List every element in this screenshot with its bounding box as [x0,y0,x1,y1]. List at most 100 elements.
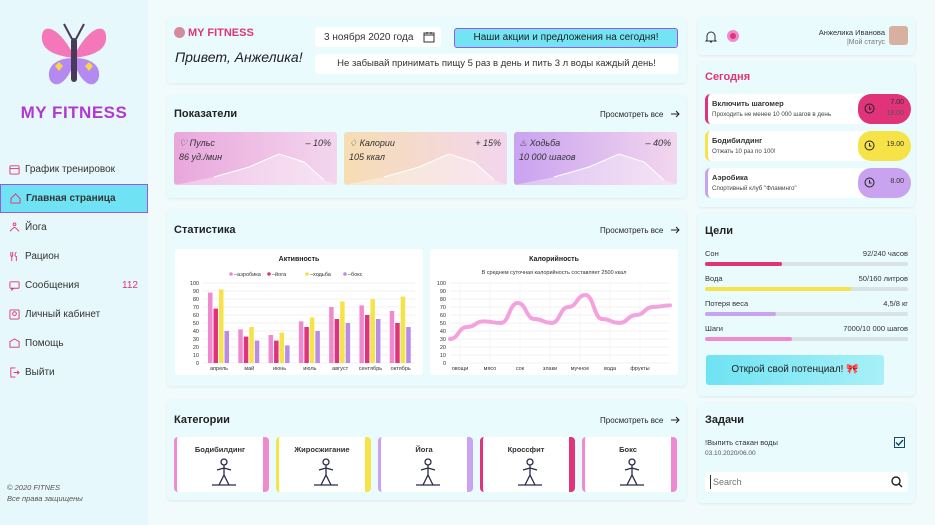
indicator-name: ♢ Калории [349,138,395,148]
date-text: 3 ноября 2020 года [324,32,414,43]
indicator-card[interactable]: ♡ Пульс 86 уд./мин – 10% [174,132,337,185]
task-time-badge: 7.00 18.00 [858,94,911,124]
goal-value: 50/160 литров [858,274,908,283]
y-tick-label: 10 [440,353,446,359]
statistics-card: Статистика Просмотреть все Активность –а… [167,210,686,386]
goal-name: Сон [705,249,719,258]
goal-progress-fill [705,312,777,316]
promo-button[interactable]: Наши акции и предложения на сегодня! [454,28,678,48]
sidebar-item-schedule[interactable]: График тренировок [0,155,148,184]
indicator-icon: ♢ [349,138,358,148]
reminder-text: Не забывай принимать пищу 5 раз в день и… [315,54,678,74]
sidebar-item-yoga[interactable]: Йога [0,213,148,242]
y-tick-label: 90 [193,289,199,295]
chart-subtitle: В среднем суточная калорийность составля… [481,270,627,276]
sidebar-item-label: Главная страница [26,193,116,204]
logout-icon [10,367,20,378]
bar [406,327,411,363]
category-card[interactable]: Жиросжигание [276,437,371,492]
task-time-badge: 19.00 [858,131,911,161]
bar [370,299,375,363]
sidebar-item-home[interactable]: Главная страница [0,184,148,213]
x-tick-label: мучное [571,366,590,372]
sidebar-item-logout[interactable]: Выйти [0,358,148,387]
y-tick-label: 0 [443,361,446,367]
bar [249,327,254,363]
header-card: MY FITNESS Привет, Анжелика! 3 ноября 20… [167,17,686,83]
x-tick-label: июль [303,366,316,372]
today-title: Сегодня [705,71,751,83]
y-tick-label: 10 [193,353,199,359]
indicator-icon: ♨ [519,138,528,148]
goal-name: Потеря веса [705,299,749,308]
x-tick-label: июнь [273,366,286,372]
indicator-card[interactable]: ♨ Ходьба 10 000 шагов – 40% [514,132,677,185]
search-icon[interactable] [891,476,903,488]
y-tick-label: 40 [440,329,446,335]
categories-view-all[interactable]: Просмотреть все [600,416,664,425]
sidebar-item-account[interactable]: Личный кабинет [0,300,148,329]
indicator-card[interactable]: ♢ Калории 105 ккал + 15% [344,132,507,185]
message-icon [9,281,20,291]
category-card[interactable]: Бодибилдинг [174,437,269,492]
bar [395,323,400,363]
indicators-view-all[interactable]: Просмотреть все [600,110,664,119]
category-card[interactable]: Бокс [582,437,677,492]
bar [309,317,315,363]
arrow-right-icon[interactable] [670,415,680,425]
indicator-change: – 40% [645,138,671,148]
user-card: Анжелика Иванова |Мой статус [698,17,915,55]
date-box[interactable]: 3 ноября 2020 года [315,27,441,47]
potential-button[interactable]: Открой свой потенциал! 🎀 [706,355,884,385]
indicator-name: ♡ Пульс [179,138,215,148]
y-tick-label: 50 [440,321,446,327]
greeting: Привет, Анжелика! [175,49,303,65]
arrow-right-icon[interactable] [670,109,680,119]
y-tick-label: 60 [440,313,446,319]
goal-progress-fill [705,262,783,266]
y-tick-label: 20 [440,345,446,351]
goal-progress-bar [705,287,908,291]
sidebar-item-messages[interactable]: Сообщения 112 [0,271,148,300]
goal-progress-bar [705,262,908,266]
bell-icon[interactable] [704,30,718,44]
bar [274,340,279,363]
y-tick-label: 20 [193,345,199,351]
checkbox-checked-icon[interactable] [894,437,905,448]
bar [359,305,364,363]
avatar[interactable] [889,26,908,45]
category-card[interactable]: Кроссфит [480,437,575,492]
chart-title: Калорийность [529,256,579,263]
goal-item: Вода 50/160 литров [705,274,908,294]
category-card[interactable]: Йога [378,437,473,492]
search-input[interactable] [710,475,880,489]
bar [329,307,334,363]
y-tick-label: 80 [193,297,199,303]
sidebar-item-diet[interactable]: Рацион [0,242,148,271]
arrow-right-icon[interactable] [670,225,680,235]
sidebar-item-help[interactable]: Помощь [0,329,148,358]
bar [254,340,260,363]
indicator-wave [174,153,337,185]
goal-progress-fill [705,287,852,291]
indicator-change: – 10% [305,138,331,148]
y-tick-label: 60 [193,313,199,319]
legend-marker [343,272,347,276]
bar [213,308,218,363]
bar [298,321,304,363]
category-label: Бодибилдинг [194,445,246,454]
sidebar-item-label: Помощь [25,338,64,349]
flower-icon[interactable] [725,28,741,44]
statistics-view-all[interactable]: Просмотреть все [600,226,664,235]
food-icon [10,251,17,262]
legend-label: –аэробика [234,272,262,278]
today-task[interactable]: Включить шагомер Проходить не менее 10 0… [705,94,911,124]
calendar-icon [423,32,435,43]
today-task[interactable]: Бодибилдинг Отжать 10 раз по 100! 19.00 [705,131,911,161]
x-tick-label: овощи [452,366,469,372]
today-task[interactable]: Аэробика Спортивный клуб "Фламинго" 8.00 [705,168,911,198]
task-title: Бодибилдинг [712,136,763,145]
statistics-title: Статистика [174,224,236,236]
user-status[interactable]: |Мой статус [846,39,885,46]
